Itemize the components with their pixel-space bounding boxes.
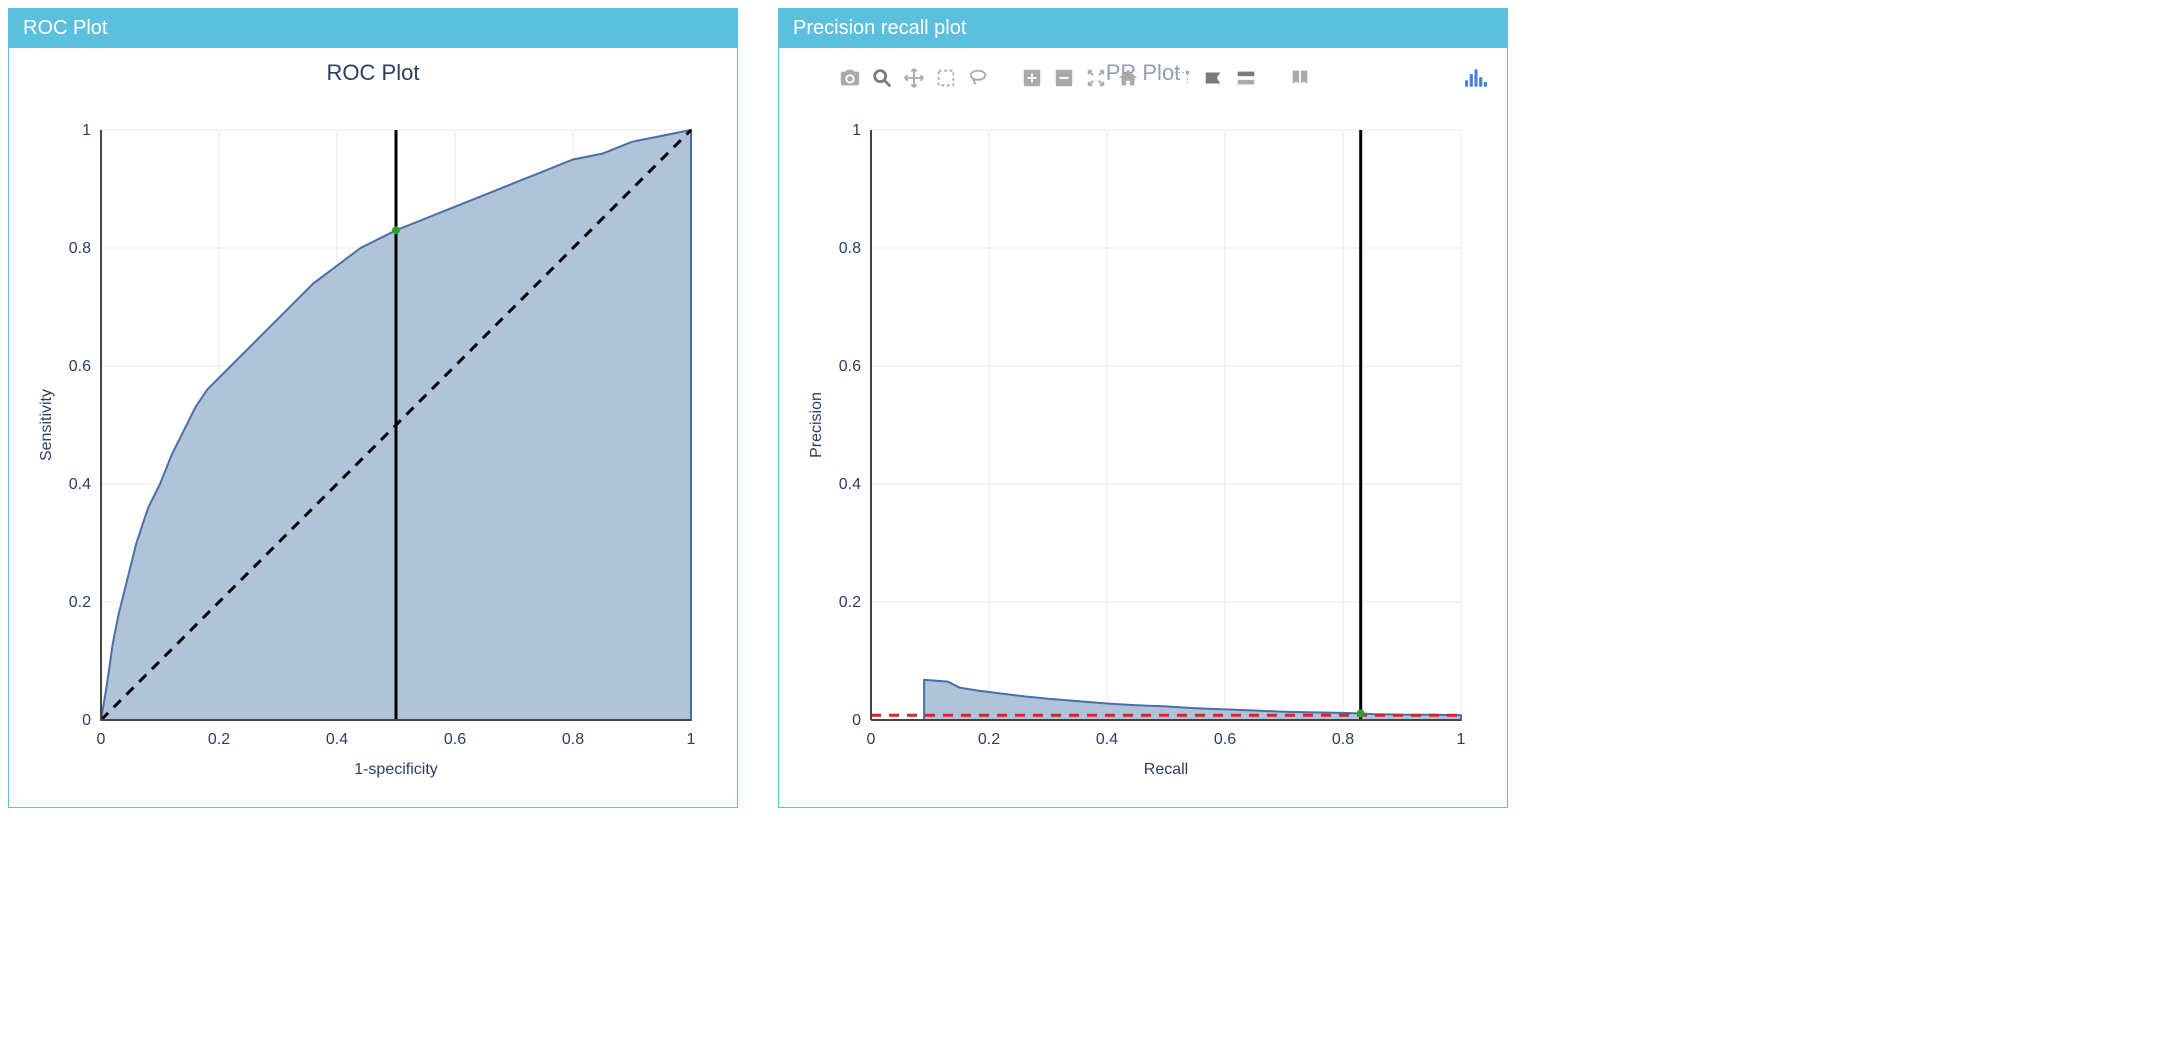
svg-text:1: 1: [852, 122, 861, 139]
plotly-logo-icon[interactable]: [1465, 67, 1487, 89]
svg-text:0.2: 0.2: [978, 731, 1000, 748]
spike-lines-icon[interactable]: [1171, 67, 1193, 89]
svg-text:1: 1: [1457, 731, 1466, 748]
camera-icon[interactable]: [839, 67, 861, 89]
svg-text:0: 0: [82, 712, 91, 729]
box-select-icon[interactable]: [935, 67, 957, 89]
svg-text:1: 1: [82, 122, 91, 139]
home-icon[interactable]: [1117, 67, 1139, 89]
autoscale-icon[interactable]: [1085, 67, 1107, 89]
zoom-out-icon[interactable]: [1053, 67, 1075, 89]
svg-text:0: 0: [852, 712, 861, 729]
svg-text:0.8: 0.8: [69, 240, 91, 257]
svg-text:0.8: 0.8: [1332, 731, 1354, 748]
svg-text:Recall: Recall: [1144, 761, 1188, 778]
zoom-in-icon[interactable]: [1021, 67, 1043, 89]
svg-text:1: 1: [687, 731, 696, 748]
svg-text:Sensitivity: Sensitivity: [38, 389, 55, 461]
roc-panel-title: ROC Plot: [23, 17, 107, 39]
svg-text:0.2: 0.2: [839, 594, 861, 611]
book-icon[interactable]: [1289, 67, 1311, 89]
roc-panel: ROC Plot ROC Plot 00.20.40.60.8100.20.40…: [8, 8, 738, 808]
pr-panel-body: PR Plot 00.20.40.60.8100.20.40.60.81Reca…: [779, 48, 1507, 807]
svg-text:1-specificity: 1-specificity: [354, 761, 438, 778]
plot-toolbar: [839, 66, 1487, 90]
svg-text:0.6: 0.6: [1214, 731, 1236, 748]
pr-panel-header: Precision recall plot: [779, 9, 1507, 48]
svg-text:0.6: 0.6: [69, 358, 91, 375]
pr-panel: Precision recall plot: [778, 8, 1508, 808]
svg-text:0: 0: [97, 731, 106, 748]
roc-chart-title: ROC Plot: [21, 60, 725, 86]
svg-text:0.2: 0.2: [69, 594, 91, 611]
roc-panel-body: ROC Plot 0 0.2 0.4 0.6 0.8 1 0 0.2 0.4 0.6 0.8 1 1-s…: [9, 48, 737, 807]
pr-panel-title: Precision recall plot: [793, 17, 966, 39]
svg-text:0.4: 0.4: [1096, 731, 1118, 748]
svg-text:0.6: 0.6: [444, 731, 466, 748]
svg-text:0: 0: [867, 731, 876, 748]
hover-compare-icon[interactable]: [1235, 67, 1257, 89]
svg-text:Precision: Precision: [808, 392, 825, 458]
svg-text:0.6: 0.6: [839, 358, 861, 375]
zoom-icon[interactable]: [871, 67, 893, 89]
svg-text:0.2: 0.2: [208, 731, 230, 748]
pan-icon[interactable]: [903, 67, 925, 89]
svg-text:0.4: 0.4: [839, 476, 861, 493]
svg-text:0.8: 0.8: [839, 240, 861, 257]
roc-panel-header: ROC Plot: [9, 9, 737, 48]
roc-chart[interactable]: 0 0.2 0.4 0.6 0.8 1 0 0.2 0.4 0.6 0.8 1 1-specificit…: [21, 90, 711, 790]
svg-text:0.8: 0.8: [562, 731, 584, 748]
svg-text:0.4: 0.4: [69, 476, 91, 493]
pr-chart[interactable]: 0 0.2 0.4 0.6 0.8 1 0 0.2 0.4 0.6 0.8 1 Recall Precis…: [791, 90, 1481, 790]
lasso-icon[interactable]: [967, 67, 989, 89]
hover-closest-icon[interactable]: [1203, 67, 1225, 89]
svg-text:0.4: 0.4: [326, 731, 348, 748]
